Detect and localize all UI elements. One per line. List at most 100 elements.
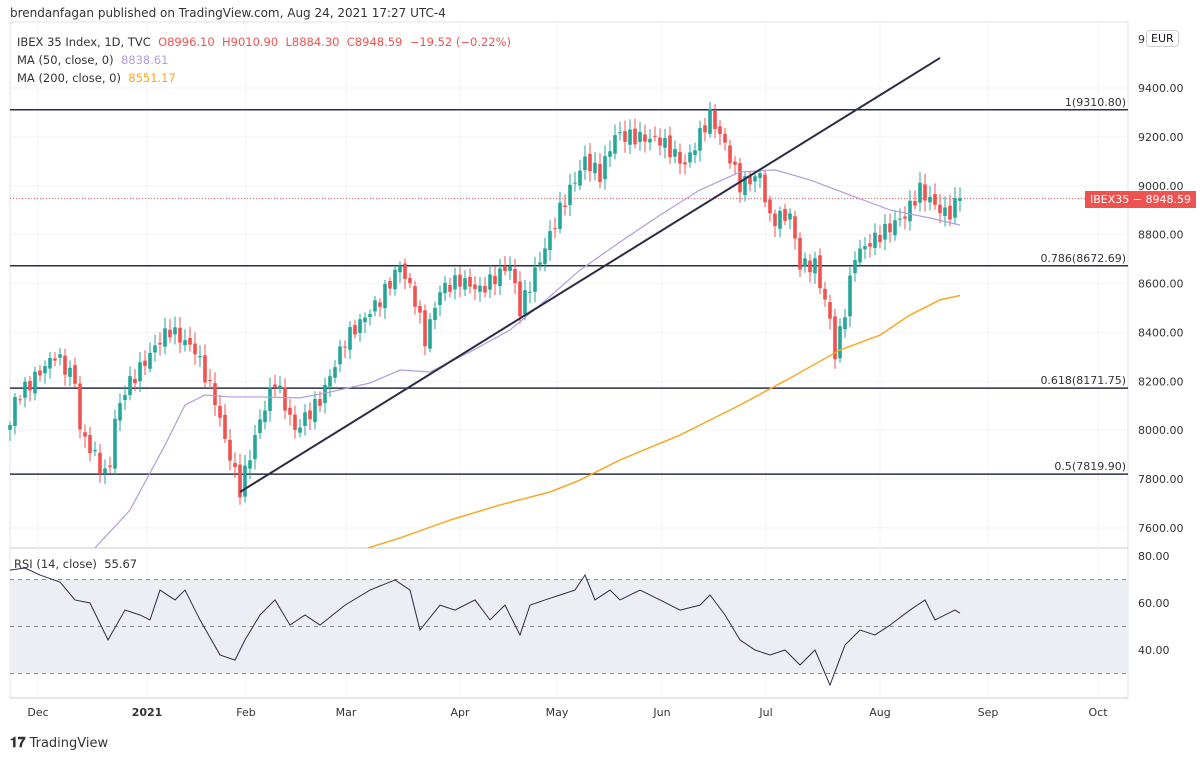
candle [723,127,727,151]
candle [138,351,142,393]
candle-body [258,419,262,433]
candle-body [773,213,777,227]
ma50-label[interactable]: MA (50, close, 0) [17,53,114,67]
candle [193,332,197,366]
candle-body [178,327,182,343]
candle-body [908,200,912,222]
chart-canvas[interactable]: 9400.00 9200.00 9000.00 8800.00 8600.00 8400.… [0,0,1200,730]
candle [753,171,757,193]
candle [223,404,227,444]
candle [703,118,707,142]
candle [323,377,327,414]
candle-body [463,278,467,290]
candle [928,186,932,211]
candle-body [243,465,247,497]
candle-body [468,276,472,287]
candle-body [788,213,792,220]
candle-body [228,439,232,461]
candle [283,378,287,420]
fib-level-label: 0.5(7819.90) [1054,460,1126,473]
candle [653,126,657,142]
candle [913,190,917,210]
candle [38,365,42,382]
candle-body [653,135,657,137]
candle-body [13,396,17,426]
candle-body [298,427,302,433]
candle [643,124,647,153]
candle-body [553,228,557,230]
candle [628,119,632,155]
candle [68,360,72,387]
candle-body [268,387,272,411]
rsi-label[interactable]: RSI (14, close) [14,557,97,571]
candle-body [273,384,277,388]
candle-body [383,283,387,309]
candle [463,270,467,296]
candle-body [693,150,697,156]
candle-body [328,376,332,387]
candle [388,277,392,296]
x-tick-label: 2021 [132,706,163,719]
candle [88,426,92,462]
candle [258,409,262,439]
candle-body [758,173,762,179]
candle-body [83,432,87,437]
candle [338,339,342,372]
candle-body [723,133,727,143]
rsi-line [9,567,961,687]
candle [803,252,807,273]
candle [523,279,527,321]
candle [343,340,347,358]
candle-body [903,216,907,219]
candle-body [613,135,617,154]
candle-body [123,394,127,401]
candle [308,402,312,431]
candle-body [508,266,512,271]
currency-button[interactable]: EUR [1146,30,1179,47]
candle-body [293,414,297,430]
candle-body [513,269,517,284]
x-tick-label: Oct [1088,706,1108,719]
candle-body [763,174,767,203]
candle [893,210,897,241]
x-tick-label: Dec [27,706,48,719]
candle [253,424,257,470]
candle-body [323,384,327,404]
candle-body [843,317,847,330]
candle-body [528,291,532,293]
x-tick-label: Aug [869,706,890,719]
candle [953,187,957,225]
candle-body [778,210,782,229]
candle [73,357,77,388]
candle [248,449,252,479]
candle [498,259,502,295]
candle [858,239,862,268]
candle-body [948,205,952,220]
candle-body [838,326,842,359]
candle [63,348,67,386]
candle [578,159,582,191]
candle [813,251,817,284]
candle-body [678,151,682,164]
candle [433,301,437,330]
candle-body [438,292,442,306]
candle [383,280,387,319]
candle [593,151,597,181]
candle [358,313,362,342]
candle [23,377,27,408]
candle-body [103,468,107,474]
last-price-badge: IBEX35 − 8948.59 [1085,191,1196,208]
ma200-label[interactable]: MA (200, close, 0) [17,71,121,85]
price-tick-label: 9200.00 [1138,131,1184,144]
candle-body [353,325,357,335]
price-tick-label: 8800.00 [1138,229,1184,242]
candle-body [713,110,717,130]
candle-body [113,418,117,469]
brand-name: TradingView [29,735,109,751]
symbol-label[interactable]: IBEX 35 Index, 1D, TVC [17,35,151,49]
candle [923,173,927,212]
candle [148,342,152,373]
candle-body [88,435,92,454]
candle [418,300,422,324]
candle-body [638,131,642,143]
